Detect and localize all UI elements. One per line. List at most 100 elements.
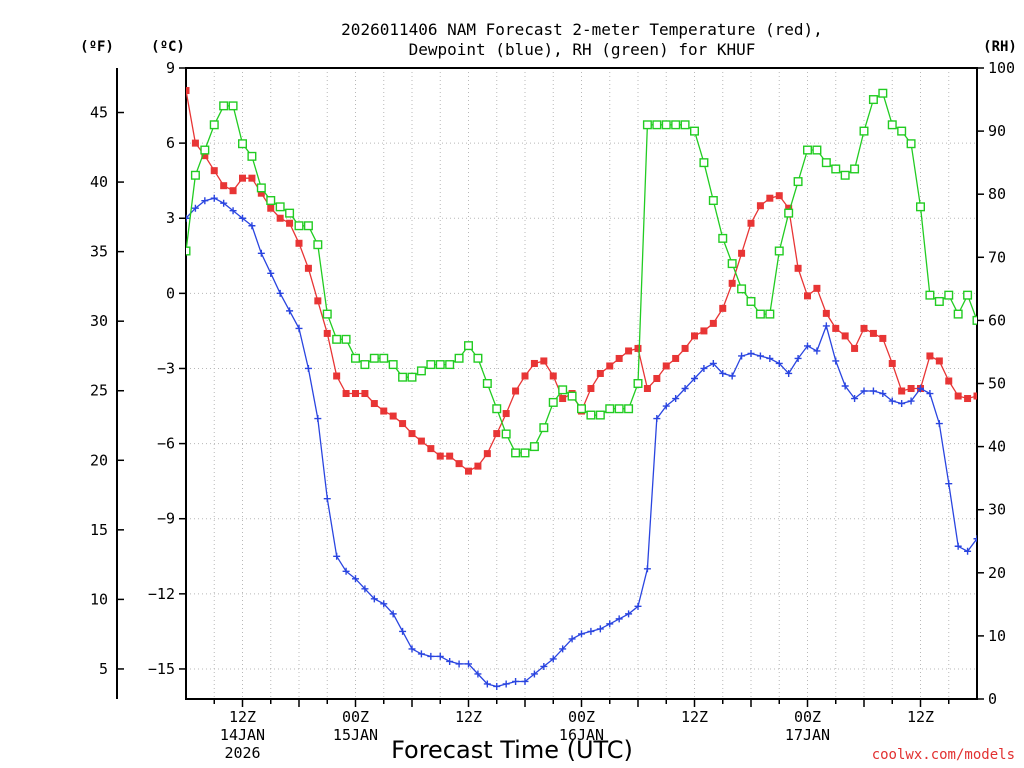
dewpoint-point <box>879 390 887 398</box>
temperature-point <box>389 412 397 420</box>
temperature-point <box>446 452 454 460</box>
dewpoint-point <box>804 342 811 350</box>
dewpoint-point <box>474 670 482 678</box>
dewpoint-point <box>295 324 303 332</box>
dewpoint-point <box>201 197 209 205</box>
credit-link[interactable]: coolwx.com/models <box>872 747 1015 763</box>
dewpoint-point <box>389 610 397 618</box>
dewpoint-point <box>427 652 435 660</box>
rh-tick-label: 30 <box>988 501 1006 519</box>
temperature-point <box>719 304 727 312</box>
temperature-point <box>596 369 604 377</box>
dewpoint-point <box>775 359 783 367</box>
dewpoint-point <box>380 600 388 608</box>
rh-point <box>416 366 426 376</box>
temperature-point <box>559 395 567 403</box>
rh-point <box>840 170 850 180</box>
dewpoint-point <box>568 635 576 643</box>
rh-point <box>661 120 671 130</box>
dewpoint-point <box>502 680 510 688</box>
temperature-point <box>530 359 538 367</box>
fahrenheit-axis-unit: (ºF) <box>80 39 114 55</box>
temperature-point <box>455 460 463 468</box>
rh-point <box>332 334 342 344</box>
dewpoint-point <box>841 382 849 390</box>
temperature-point <box>907 385 915 393</box>
temperature-point <box>804 292 811 300</box>
rh-point <box>539 423 549 433</box>
dewpoint-point <box>333 552 341 560</box>
temperature-point <box>728 279 736 287</box>
rh-point <box>454 353 464 363</box>
dewpoint-point <box>361 585 369 593</box>
temperature-point <box>841 332 849 340</box>
series-dewpoint-c <box>186 194 977 690</box>
dewpoint-point <box>267 269 275 277</box>
rh-point <box>595 410 605 420</box>
temperature-point <box>427 445 435 453</box>
celsius-tick-label: 0 <box>166 284 175 302</box>
temperature-point <box>399 420 407 428</box>
grid-lines <box>186 67 977 699</box>
temperature-point <box>333 372 341 380</box>
temperature-point <box>606 362 614 370</box>
dewpoint-point <box>314 415 322 423</box>
rh-point <box>916 202 926 212</box>
temperature-point <box>370 400 378 408</box>
fahrenheit-tick-label: 45 <box>90 104 108 122</box>
celsius-tick-label: 6 <box>166 134 175 152</box>
temperature-point <box>775 192 783 200</box>
dewpoint-point <box>257 249 265 257</box>
fahrenheit-tick-label: 25 <box>90 382 108 400</box>
rh-tick-label: 60 <box>988 311 1006 329</box>
dewpoint-point <box>898 400 906 408</box>
rh-point <box>727 259 737 269</box>
temperature-point <box>945 377 953 385</box>
temperature-point <box>681 344 689 352</box>
x-tick-label: 00Z <box>794 708 821 726</box>
x-tick-label: 12Z <box>229 708 256 726</box>
fahrenheit-tick-label: 30 <box>90 312 108 330</box>
rh-point <box>671 120 681 130</box>
temperature-point <box>220 182 228 190</box>
series-layer <box>186 87 977 690</box>
temperature-point <box>766 194 774 202</box>
temperature-point <box>851 344 859 352</box>
x-tick-label: 16JAN <box>559 726 604 744</box>
x-tick-label: 00Z <box>342 708 369 726</box>
temperature-point <box>935 357 943 365</box>
dewpoint-point <box>606 620 614 628</box>
temperature-point <box>361 390 369 398</box>
chart-title-line1: 2026011406 NAM Forecast 2-meter Temperat… <box>341 20 823 39</box>
dewpoint-point <box>766 354 774 362</box>
temperature-point <box>286 219 294 227</box>
dewpoint-point <box>186 214 190 222</box>
rh-point <box>407 372 417 382</box>
rh-point <box>567 391 577 401</box>
rh-point <box>464 341 474 351</box>
dewpoint-point <box>408 645 416 653</box>
temperature-point <box>276 214 284 222</box>
fahrenheit-tick-label: 10 <box>90 590 108 608</box>
temperature-point <box>229 187 237 195</box>
temperature-point <box>201 152 209 160</box>
rh-point <box>690 126 700 136</box>
temperature-point <box>465 467 472 475</box>
x-tick-label: 12Z <box>681 708 708 726</box>
dewpoint-point <box>935 420 943 428</box>
fahrenheit-tick-label: 15 <box>90 521 108 539</box>
temperature-point <box>888 359 896 367</box>
temperature-point <box>973 392 977 400</box>
dewpoint-point <box>653 415 661 423</box>
dewpoint-point <box>822 322 830 330</box>
rh-point <box>228 101 238 111</box>
temperature-point <box>860 324 868 332</box>
temperature-point <box>691 332 698 340</box>
rh-point <box>906 139 916 149</box>
dewpoint-point <box>756 352 764 360</box>
rh-point <box>209 120 219 130</box>
temperature-point <box>191 139 199 147</box>
rh-point <box>511 448 521 458</box>
rh-point <box>379 353 389 363</box>
